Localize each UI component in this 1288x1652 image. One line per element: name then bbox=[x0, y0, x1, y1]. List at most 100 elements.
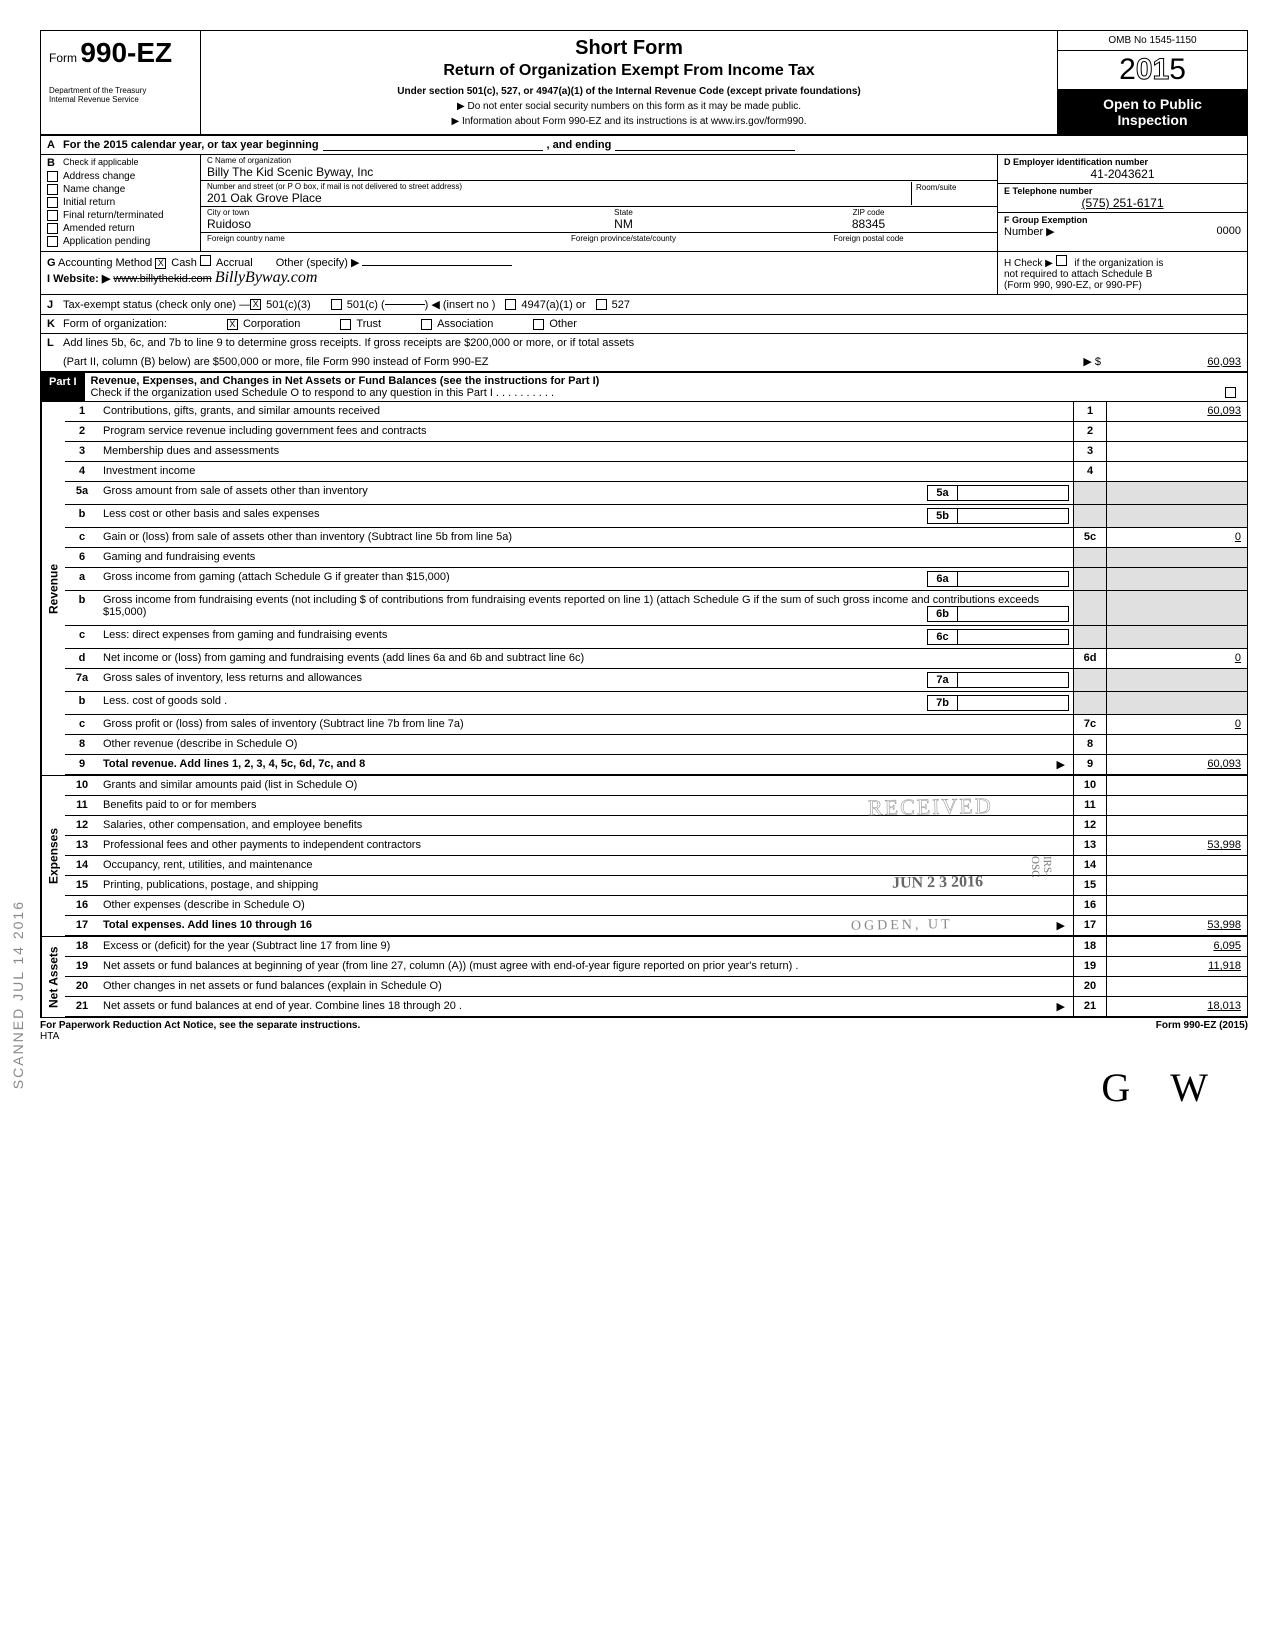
L-arrow: ▶ $ bbox=[1083, 355, 1101, 368]
line-2-num: 2 bbox=[65, 422, 99, 441]
chk-501c3[interactable]: X bbox=[250, 299, 261, 310]
line-21-num: 21 bbox=[65, 997, 99, 1016]
label-J: J bbox=[47, 299, 63, 311]
line-6-rnum bbox=[1073, 548, 1107, 567]
form-number: 990-EZ bbox=[80, 37, 172, 68]
line-L2: (Part II, column (B) below) are $500,000… bbox=[41, 352, 1247, 373]
partI-title: Revenue, Expenses, and Changes in Net As… bbox=[91, 375, 1241, 387]
chk-name-change[interactable]: Name change bbox=[47, 184, 194, 195]
line-20-rnum: 20 bbox=[1073, 977, 1107, 996]
chk-cash[interactable]: X bbox=[155, 258, 166, 269]
open2: Inspection bbox=[1062, 112, 1243, 128]
chk-accrual[interactable] bbox=[200, 255, 211, 266]
K-other: Other bbox=[549, 318, 577, 330]
col-B-checks: BCheck if applicable Address change Name… bbox=[41, 155, 201, 251]
state-val: NM bbox=[501, 217, 746, 231]
G-other-blank[interactable] bbox=[362, 265, 512, 266]
chk-527[interactable] bbox=[596, 299, 607, 310]
G-text: Accounting Method bbox=[58, 257, 152, 269]
C-room: Room/suite bbox=[911, 182, 991, 205]
chk-final-return[interactable]: Final return/terminated bbox=[47, 210, 194, 221]
chk-amended-return[interactable]: Amended return bbox=[47, 223, 194, 234]
A-blank2[interactable] bbox=[615, 139, 795, 151]
C-addr-lbl: Number and street (or P O box, if mail i… bbox=[207, 182, 911, 191]
under-section: Under section 501(c), 527, or 4947(a)(1)… bbox=[209, 86, 1049, 97]
chk-application-pending[interactable]: Application pending bbox=[47, 236, 194, 247]
J-insert[interactable] bbox=[385, 304, 425, 305]
chk-501c[interactable] bbox=[331, 299, 342, 310]
chk-initial-return[interactable]: Initial return bbox=[47, 197, 194, 208]
form-title: Short Form bbox=[209, 37, 1049, 60]
line-16-rnum: 16 bbox=[1073, 896, 1107, 915]
chk-corp[interactable]: X bbox=[227, 319, 238, 330]
F-lbl2: Number ▶ bbox=[1004, 226, 1055, 238]
D-lbl: D Employer identification number bbox=[1004, 157, 1241, 167]
footer-right: Form 990-EZ (2015) bbox=[1156, 1020, 1248, 1031]
line-16-amt bbox=[1107, 896, 1247, 915]
line-7a-desc: Gross sales of inventory, less returns a… bbox=[99, 669, 1073, 691]
line-4-rnum: 4 bbox=[1073, 462, 1107, 481]
line-3-amt bbox=[1107, 442, 1247, 461]
line-20-num: 20 bbox=[65, 977, 99, 996]
line-14-num: 14 bbox=[65, 856, 99, 875]
state-lbl: State bbox=[501, 208, 746, 217]
line-4-num: 4 bbox=[65, 462, 99, 481]
chk-trust[interactable] bbox=[340, 319, 351, 330]
line-1-num: 1 bbox=[65, 402, 99, 421]
C-name-lbl: C Name of organization bbox=[207, 156, 991, 165]
line-19-desc: Net assets or fund balances at beginning… bbox=[99, 957, 1073, 976]
revenue-group: Revenue 1Contributions, gifts, grants, a… bbox=[41, 402, 1247, 775]
footer-hta: HTA bbox=[40, 1031, 59, 1042]
label-L: L bbox=[47, 337, 63, 349]
line-18-amt: 6,095 bbox=[1107, 937, 1247, 956]
chk-lbl-5: Application pending bbox=[63, 236, 150, 247]
A-blank1[interactable] bbox=[323, 139, 543, 151]
line-3-desc: Membership dues and assessments bbox=[99, 442, 1073, 461]
part-I-header: Part I Revenue, Expenses, and Changes in… bbox=[41, 373, 1247, 402]
line-5c-rnum: 5c bbox=[1073, 528, 1107, 547]
chk-4947[interactable] bbox=[505, 299, 516, 310]
line-2-rnum: 2 bbox=[1073, 422, 1107, 441]
line-18-rnum: 18 bbox=[1073, 937, 1107, 956]
line-6d-desc: Net income or (loss) from gaming and fun… bbox=[99, 649, 1073, 668]
line-17-num: 17 bbox=[65, 916, 99, 935]
line-10-desc: Grants and similar amounts paid (list in… bbox=[99, 776, 1073, 795]
line-J: J Tax-exempt status (check only one) — X… bbox=[41, 295, 1247, 315]
line-10-num: 10 bbox=[65, 776, 99, 795]
line-6-num: 6 bbox=[65, 548, 99, 567]
line-K: K Form of organization: XCorporation Tru… bbox=[41, 315, 1247, 334]
label-G: G bbox=[47, 257, 56, 269]
signature-marks: GW bbox=[40, 1044, 1248, 1111]
chk-lbl-3: Final return/terminated bbox=[63, 210, 164, 221]
L-t1: Add lines 5b, 6c, and 7b to line 9 to de… bbox=[63, 337, 634, 349]
L-t2: (Part II, column (B) below) are $500,000… bbox=[63, 356, 1083, 368]
line-20-amt bbox=[1107, 977, 1247, 996]
A-text1: For the 2015 calendar year, or tax year … bbox=[63, 139, 319, 151]
line-6c: cLess: direct expenses from gaming and f… bbox=[65, 626, 1247, 649]
chk-H[interactable] bbox=[1056, 255, 1067, 266]
line-21: 21Net assets or fund balances at end of … bbox=[65, 997, 1247, 1017]
line-5a: 5aGross amount from sale of assets other… bbox=[65, 482, 1247, 505]
G-accrual: Accrual bbox=[216, 257, 253, 269]
line-7b-amt bbox=[1107, 692, 1247, 714]
chk-assoc[interactable] bbox=[421, 319, 432, 330]
form-footer: For Paperwork Reduction Act Notice, see … bbox=[40, 1018, 1248, 1044]
chk-partI-schedO[interactable] bbox=[1225, 387, 1236, 398]
form-subtitle: Return of Organization Exempt From Incom… bbox=[209, 62, 1049, 80]
line-1-desc: Contributions, gifts, grants, and simila… bbox=[99, 402, 1073, 421]
line-11-num: 11 bbox=[65, 796, 99, 815]
line-6c-rnum bbox=[1073, 626, 1107, 648]
line-5c-num: c bbox=[65, 528, 99, 547]
year-p: 2 bbox=[1119, 53, 1136, 86]
chk-address-change[interactable]: Address change bbox=[47, 171, 194, 182]
line-2-desc: Program service revenue including govern… bbox=[99, 422, 1073, 441]
form-prefix: Form bbox=[49, 51, 77, 65]
line-11-amt bbox=[1107, 796, 1247, 815]
line-6a-desc: Gross income from gaming (attach Schedul… bbox=[99, 568, 1073, 590]
line-6b-amt bbox=[1107, 591, 1247, 625]
line-10: 10Grants and similar amounts paid (list … bbox=[65, 776, 1247, 796]
H-t2: if the organization is bbox=[1074, 258, 1163, 269]
line-13-num: 13 bbox=[65, 836, 99, 855]
chk-other-k[interactable] bbox=[533, 319, 544, 330]
line-7b-num: b bbox=[65, 692, 99, 714]
